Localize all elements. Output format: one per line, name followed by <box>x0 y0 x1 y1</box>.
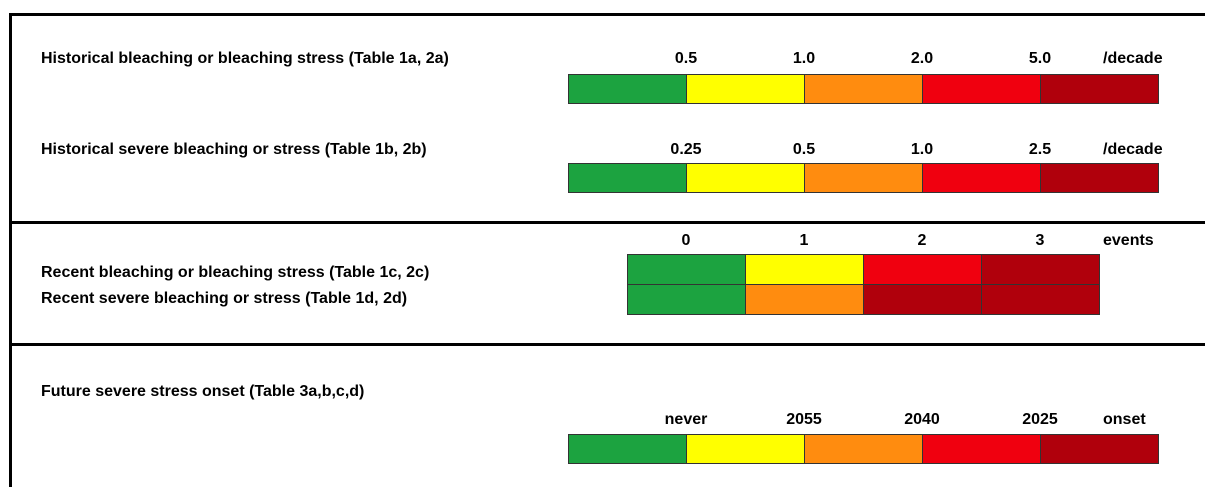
historical-bleaching-tick: 0.5 <box>674 50 698 67</box>
color-cell-orange <box>805 435 923 463</box>
recent-bleaching-color-scale <box>627 254 1100 285</box>
historical-bleaching-unit: /decade <box>1103 50 1163 67</box>
historical-severe-tick: 2.5 <box>1028 141 1052 158</box>
color-cell-darkred <box>982 285 1099 314</box>
future-onset-tick: never <box>664 411 708 428</box>
color-cell-green <box>628 255 746 284</box>
historical-severe-unit: /decade <box>1103 141 1163 158</box>
historical-severe-color-scale <box>568 163 1159 193</box>
historical-severe-tick: 0.25 <box>670 141 702 158</box>
historical-severe-label: Historical severe bleaching or stress (T… <box>41 141 427 158</box>
historical-bleaching-tick: 1.0 <box>792 50 816 67</box>
color-cell-red <box>923 75 1041 103</box>
historical-severe-tick: 0.5 <box>792 141 816 158</box>
future-onset-tick: 2040 <box>904 411 940 428</box>
color-cell-darkred <box>1041 164 1158 192</box>
color-cell-darkred <box>982 255 1099 284</box>
color-cell-red <box>923 435 1041 463</box>
future-onset-label: Future severe stress onset (Table 3a,b,c… <box>41 383 365 400</box>
color-cell-green <box>569 75 687 103</box>
future-onset-tick: 2055 <box>786 411 822 428</box>
color-cell-red <box>923 164 1041 192</box>
future-onset-unit: onset <box>1103 411 1146 428</box>
color-cell-darkred <box>1041 435 1158 463</box>
frame-left-border <box>9 13 12 487</box>
color-cell-yellow <box>687 75 805 103</box>
color-cell-yellow <box>687 435 805 463</box>
frame-top-border <box>9 13 1205 16</box>
section-divider-2 <box>9 343 1205 346</box>
recent-events-tick: 0 <box>681 232 691 249</box>
color-cell-orange <box>805 164 923 192</box>
color-cell-darkred <box>1041 75 1158 103</box>
recent-severe-color-scale <box>627 284 1100 315</box>
color-cell-orange <box>805 75 923 103</box>
color-cell-darkred <box>864 285 982 314</box>
historical-bleaching-label: Historical bleaching or bleaching stress… <box>41 50 449 67</box>
section-divider-1 <box>9 221 1205 224</box>
color-cell-yellow <box>687 164 805 192</box>
color-cell-orange <box>746 285 864 314</box>
recent-events-tick: 2 <box>917 232 927 249</box>
historical-severe-tick: 1.0 <box>910 141 934 158</box>
recent-events-tick: 3 <box>1035 232 1045 249</box>
recent-events-tick: 1 <box>799 232 809 249</box>
color-cell-green <box>569 435 687 463</box>
color-cell-yellow <box>746 255 864 284</box>
recent-events-unit: events <box>1103 232 1154 249</box>
color-cell-red <box>864 255 982 284</box>
recent-severe-label: Recent severe bleaching or stress (Table… <box>41 290 408 307</box>
recent-bleaching-label: Recent bleaching or bleaching stress (Ta… <box>41 264 430 281</box>
future-onset-tick: 2025 <box>1022 411 1058 428</box>
historical-bleaching-tick: 2.0 <box>910 50 934 67</box>
historical-bleaching-color-scale <box>568 74 1159 104</box>
historical-bleaching-tick: 5.0 <box>1028 50 1052 67</box>
future-onset-color-scale <box>568 434 1159 464</box>
color-cell-green <box>569 164 687 192</box>
color-cell-green <box>628 285 746 314</box>
